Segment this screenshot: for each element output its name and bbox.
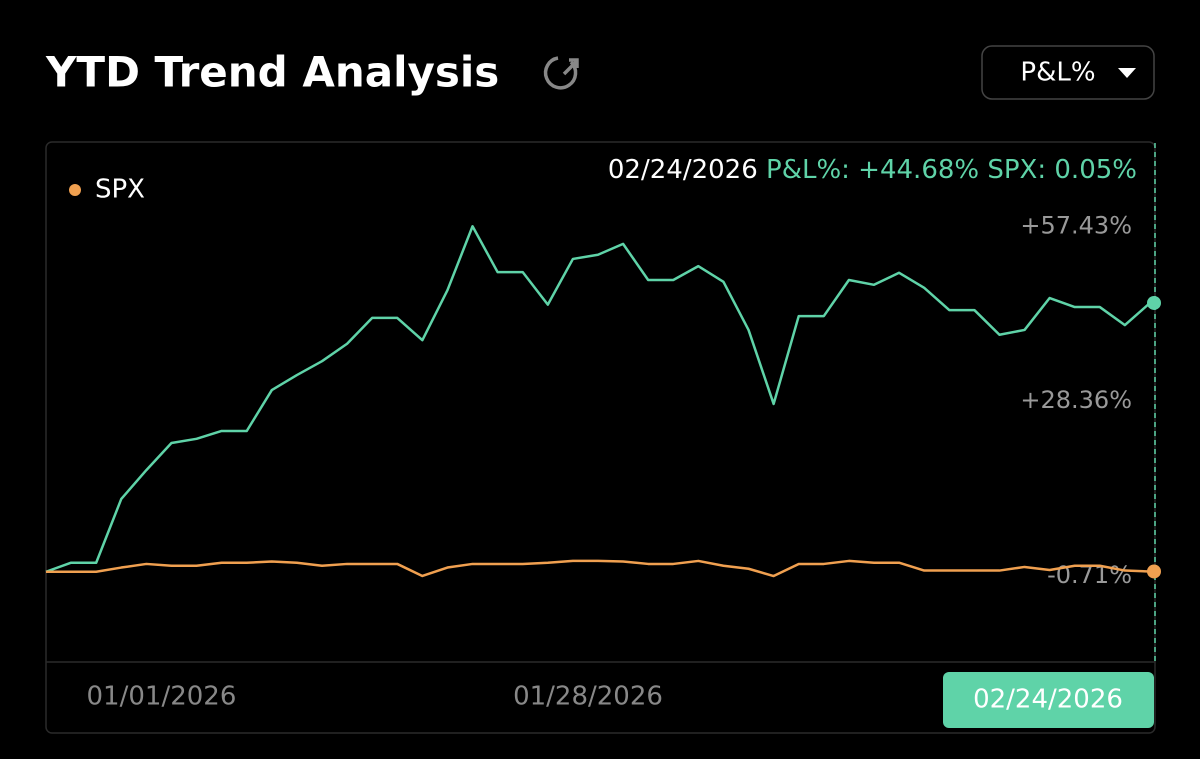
title: YTD Trend Analysis bbox=[45, 48, 499, 97]
share-icon-arrow bbox=[562, 58, 579, 76]
tooltip-date: 02/24/2026 bbox=[608, 155, 758, 185]
dropdown-caret bbox=[1118, 68, 1136, 78]
y-tick-label: +57.43% bbox=[1020, 211, 1132, 239]
tooltip-spx: SPX: 0.05% bbox=[987, 155, 1137, 185]
y-tick-label: +28.36% bbox=[1020, 386, 1132, 414]
tooltip-pnl: P&L%: +44.68% bbox=[766, 155, 979, 185]
share-icon-arc bbox=[543, 56, 578, 90]
tooltip: 02/24/2026 P&L%: +44.68% SPX: 0.05% bbox=[608, 155, 1137, 185]
share-icon[interactable] bbox=[543, 56, 579, 90]
end-dot bbox=[1147, 564, 1161, 579]
x-tick-label: 02/24/2026 bbox=[973, 685, 1123, 715]
dropdown[interactable] bbox=[981, 45, 1155, 100]
x-tick-label: 01/28/2026 bbox=[513, 682, 663, 712]
dropdown-label: P&L% bbox=[1020, 58, 1095, 88]
legend-label: SPX bbox=[95, 175, 145, 205]
x-tick-highlight bbox=[943, 672, 1154, 728]
series-line bbox=[45, 225, 1151, 573]
x-tick-label: 01/01/2026 bbox=[87, 682, 237, 712]
end-dot bbox=[1147, 295, 1161, 310]
series-line bbox=[46, 559, 1151, 578]
legend-dot bbox=[69, 184, 81, 196]
chart-panel bbox=[45, 141, 1156, 734]
